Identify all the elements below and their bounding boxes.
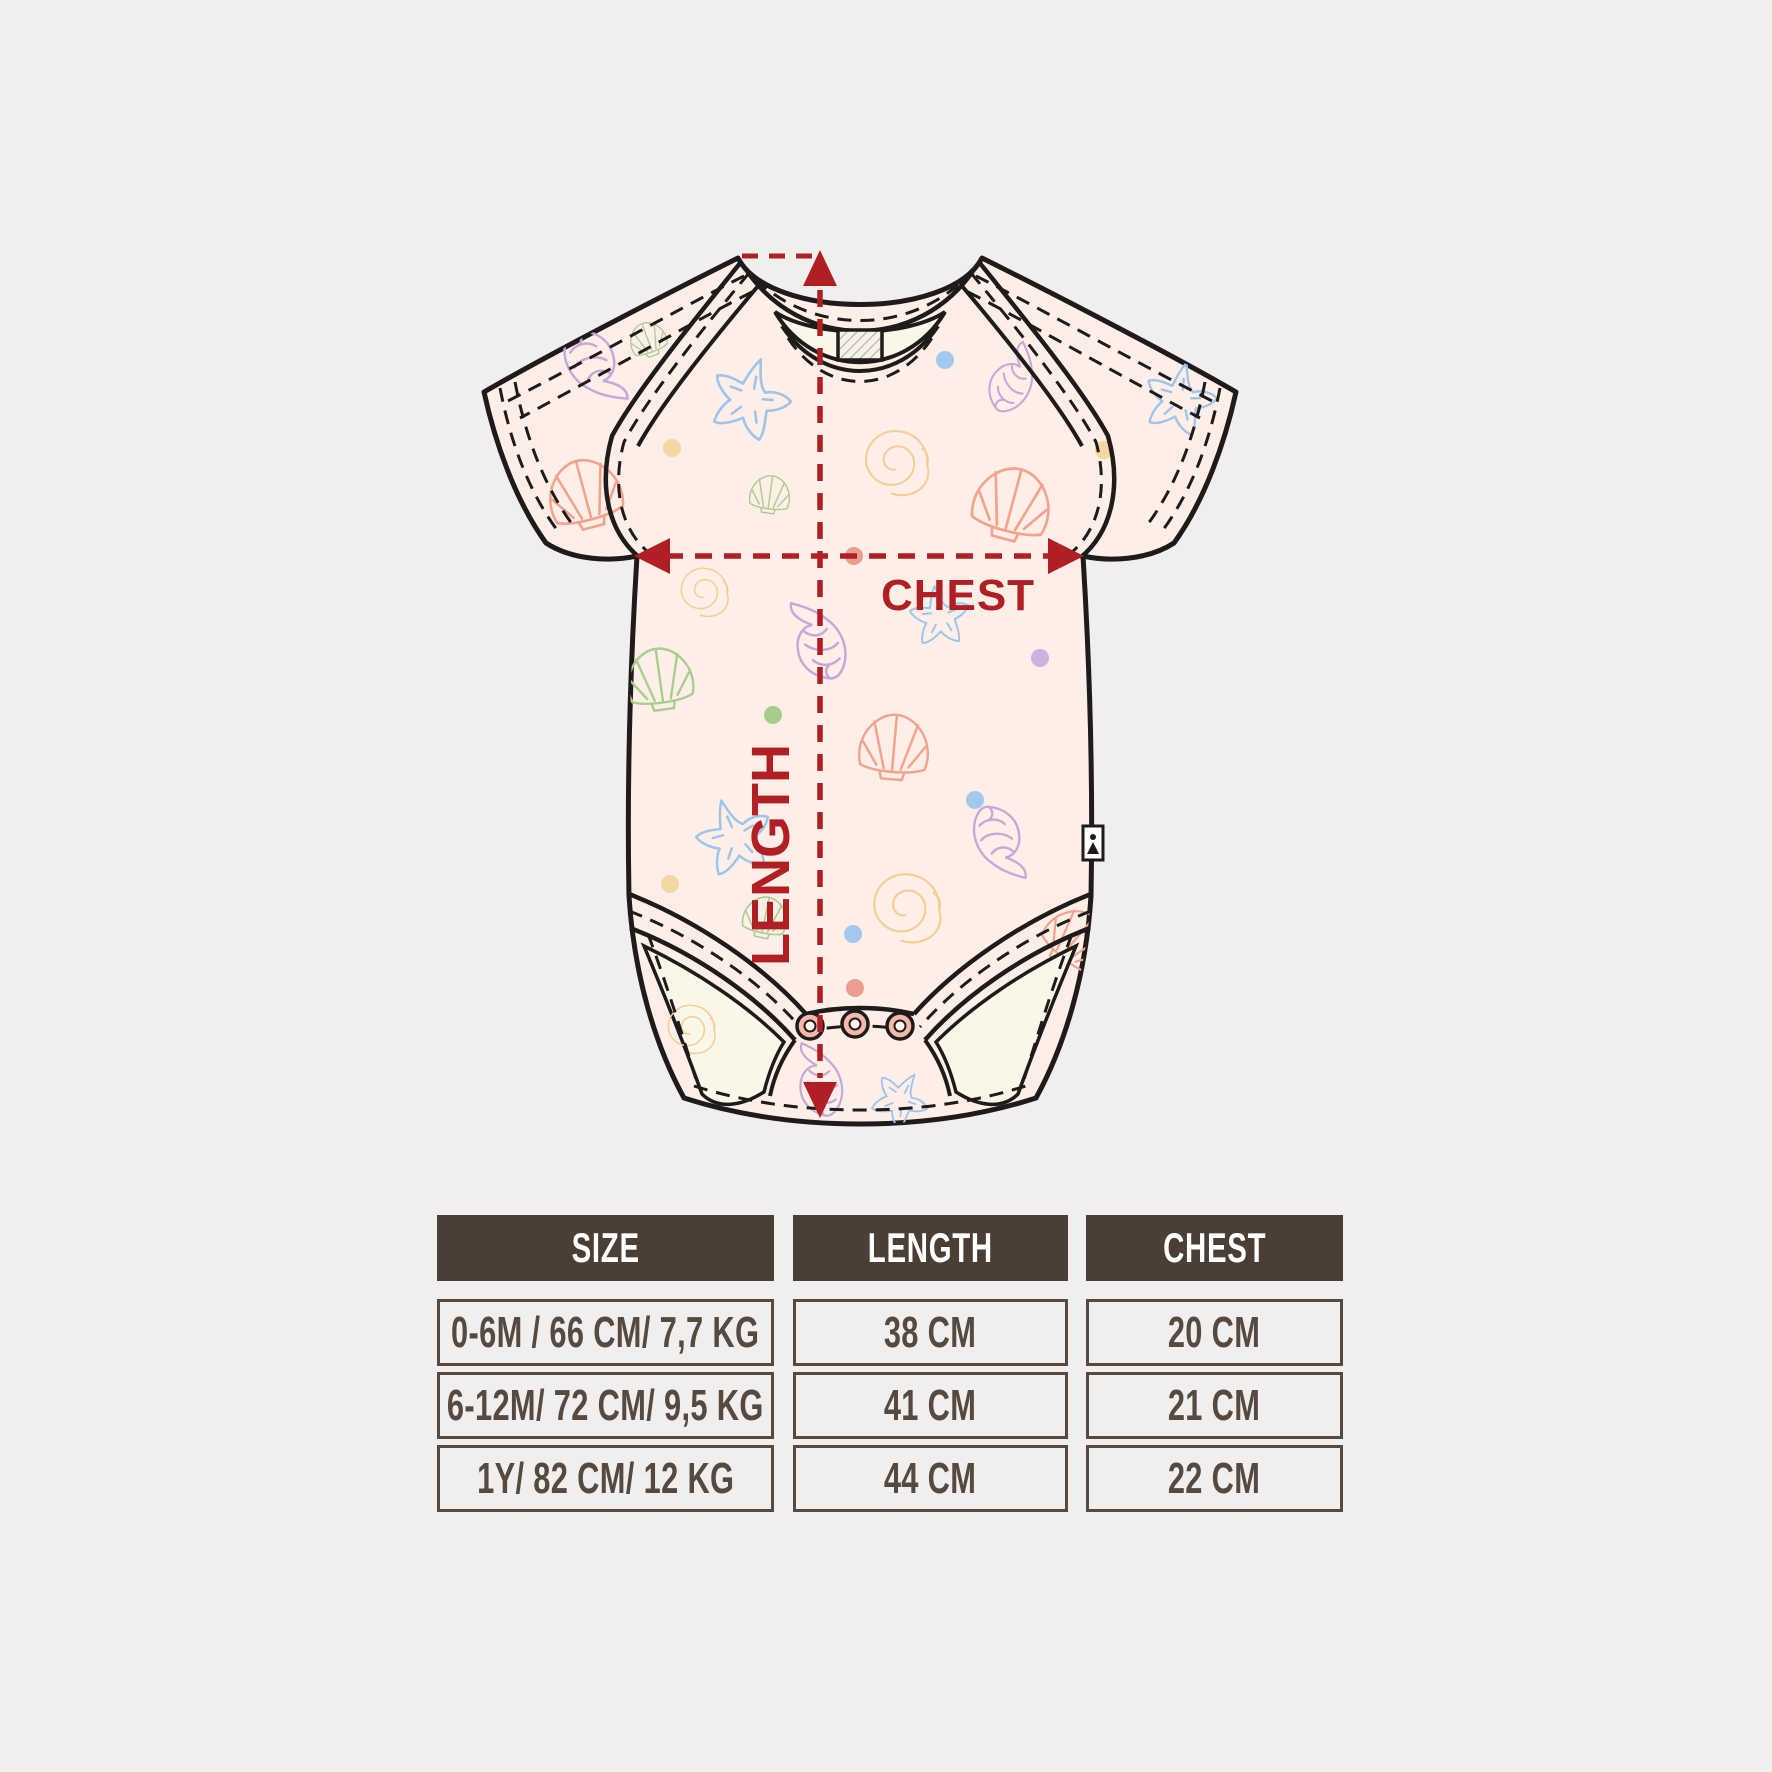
col-header-chest: CHEST <box>1086 1215 1343 1281</box>
cell-chest-2: 22 CM <box>1086 1445 1343 1512</box>
side-brand-tag <box>1081 824 1105 862</box>
cell-chest-1: 21 CM <box>1086 1372 1343 1439</box>
arrow-right-icon <box>1048 538 1084 574</box>
snap-buttons <box>795 1009 915 1041</box>
arrow-down-icon <box>803 1082 837 1118</box>
arrow-left-icon <box>634 538 670 574</box>
col-header-size-label: SIZE <box>571 1224 640 1271</box>
size-table-header: SIZE LENGTH CHEST <box>437 1215 1343 1281</box>
cell-size-1: 6-12M/ 72 CM/ 9,5 KG <box>437 1372 774 1439</box>
arrow-up-icon <box>803 250 837 286</box>
crotch-and-leg-seams <box>628 891 1092 1112</box>
col-header-length: LENGTH <box>792 1215 1068 1281</box>
cell-length-0: 38 CM <box>792 1299 1068 1366</box>
col-header-size: SIZE <box>437 1215 774 1281</box>
cell-size-2: 1Y/ 82 CM/ 12 KG <box>437 1445 774 1512</box>
sleeve-stitching <box>498 274 1222 535</box>
table-row: 1Y/ 82 CM/ 12 KG 44 CM 22 CM <box>437 1445 1343 1512</box>
cell-chest-0: 20 CM <box>1086 1299 1343 1366</box>
back-neck-tag <box>836 328 884 362</box>
bodysuit-outline <box>481 255 1239 1127</box>
measurement-annotations: CHEST LENGTH <box>634 250 1084 1118</box>
cell-length-2: 44 CM <box>792 1445 1068 1512</box>
table-row: 6-12M/ 72 CM/ 9,5 KG 41 CM 21 CM <box>437 1372 1343 1439</box>
cell-size-0: 0-6M / 66 CM/ 7,7 KG <box>437 1299 774 1366</box>
chest-measure-label: CHEST <box>881 571 1035 620</box>
table-row: 0-6M / 66 CM/ 7,7 KG 38 CM 20 CM <box>437 1299 1343 1366</box>
col-header-chest-label: CHEST <box>1162 1224 1267 1271</box>
shoulder-armhole-seams <box>603 260 1117 560</box>
length-measure-label: LENGTH <box>741 744 801 966</box>
cell-length-1: 41 CM <box>792 1372 1068 1439</box>
size-table: SIZE LENGTH CHEST 0-6M / 66 CM/ 7,7 KG 3… <box>437 1215 1343 1518</box>
col-header-length-label: LENGTH <box>867 1224 993 1271</box>
